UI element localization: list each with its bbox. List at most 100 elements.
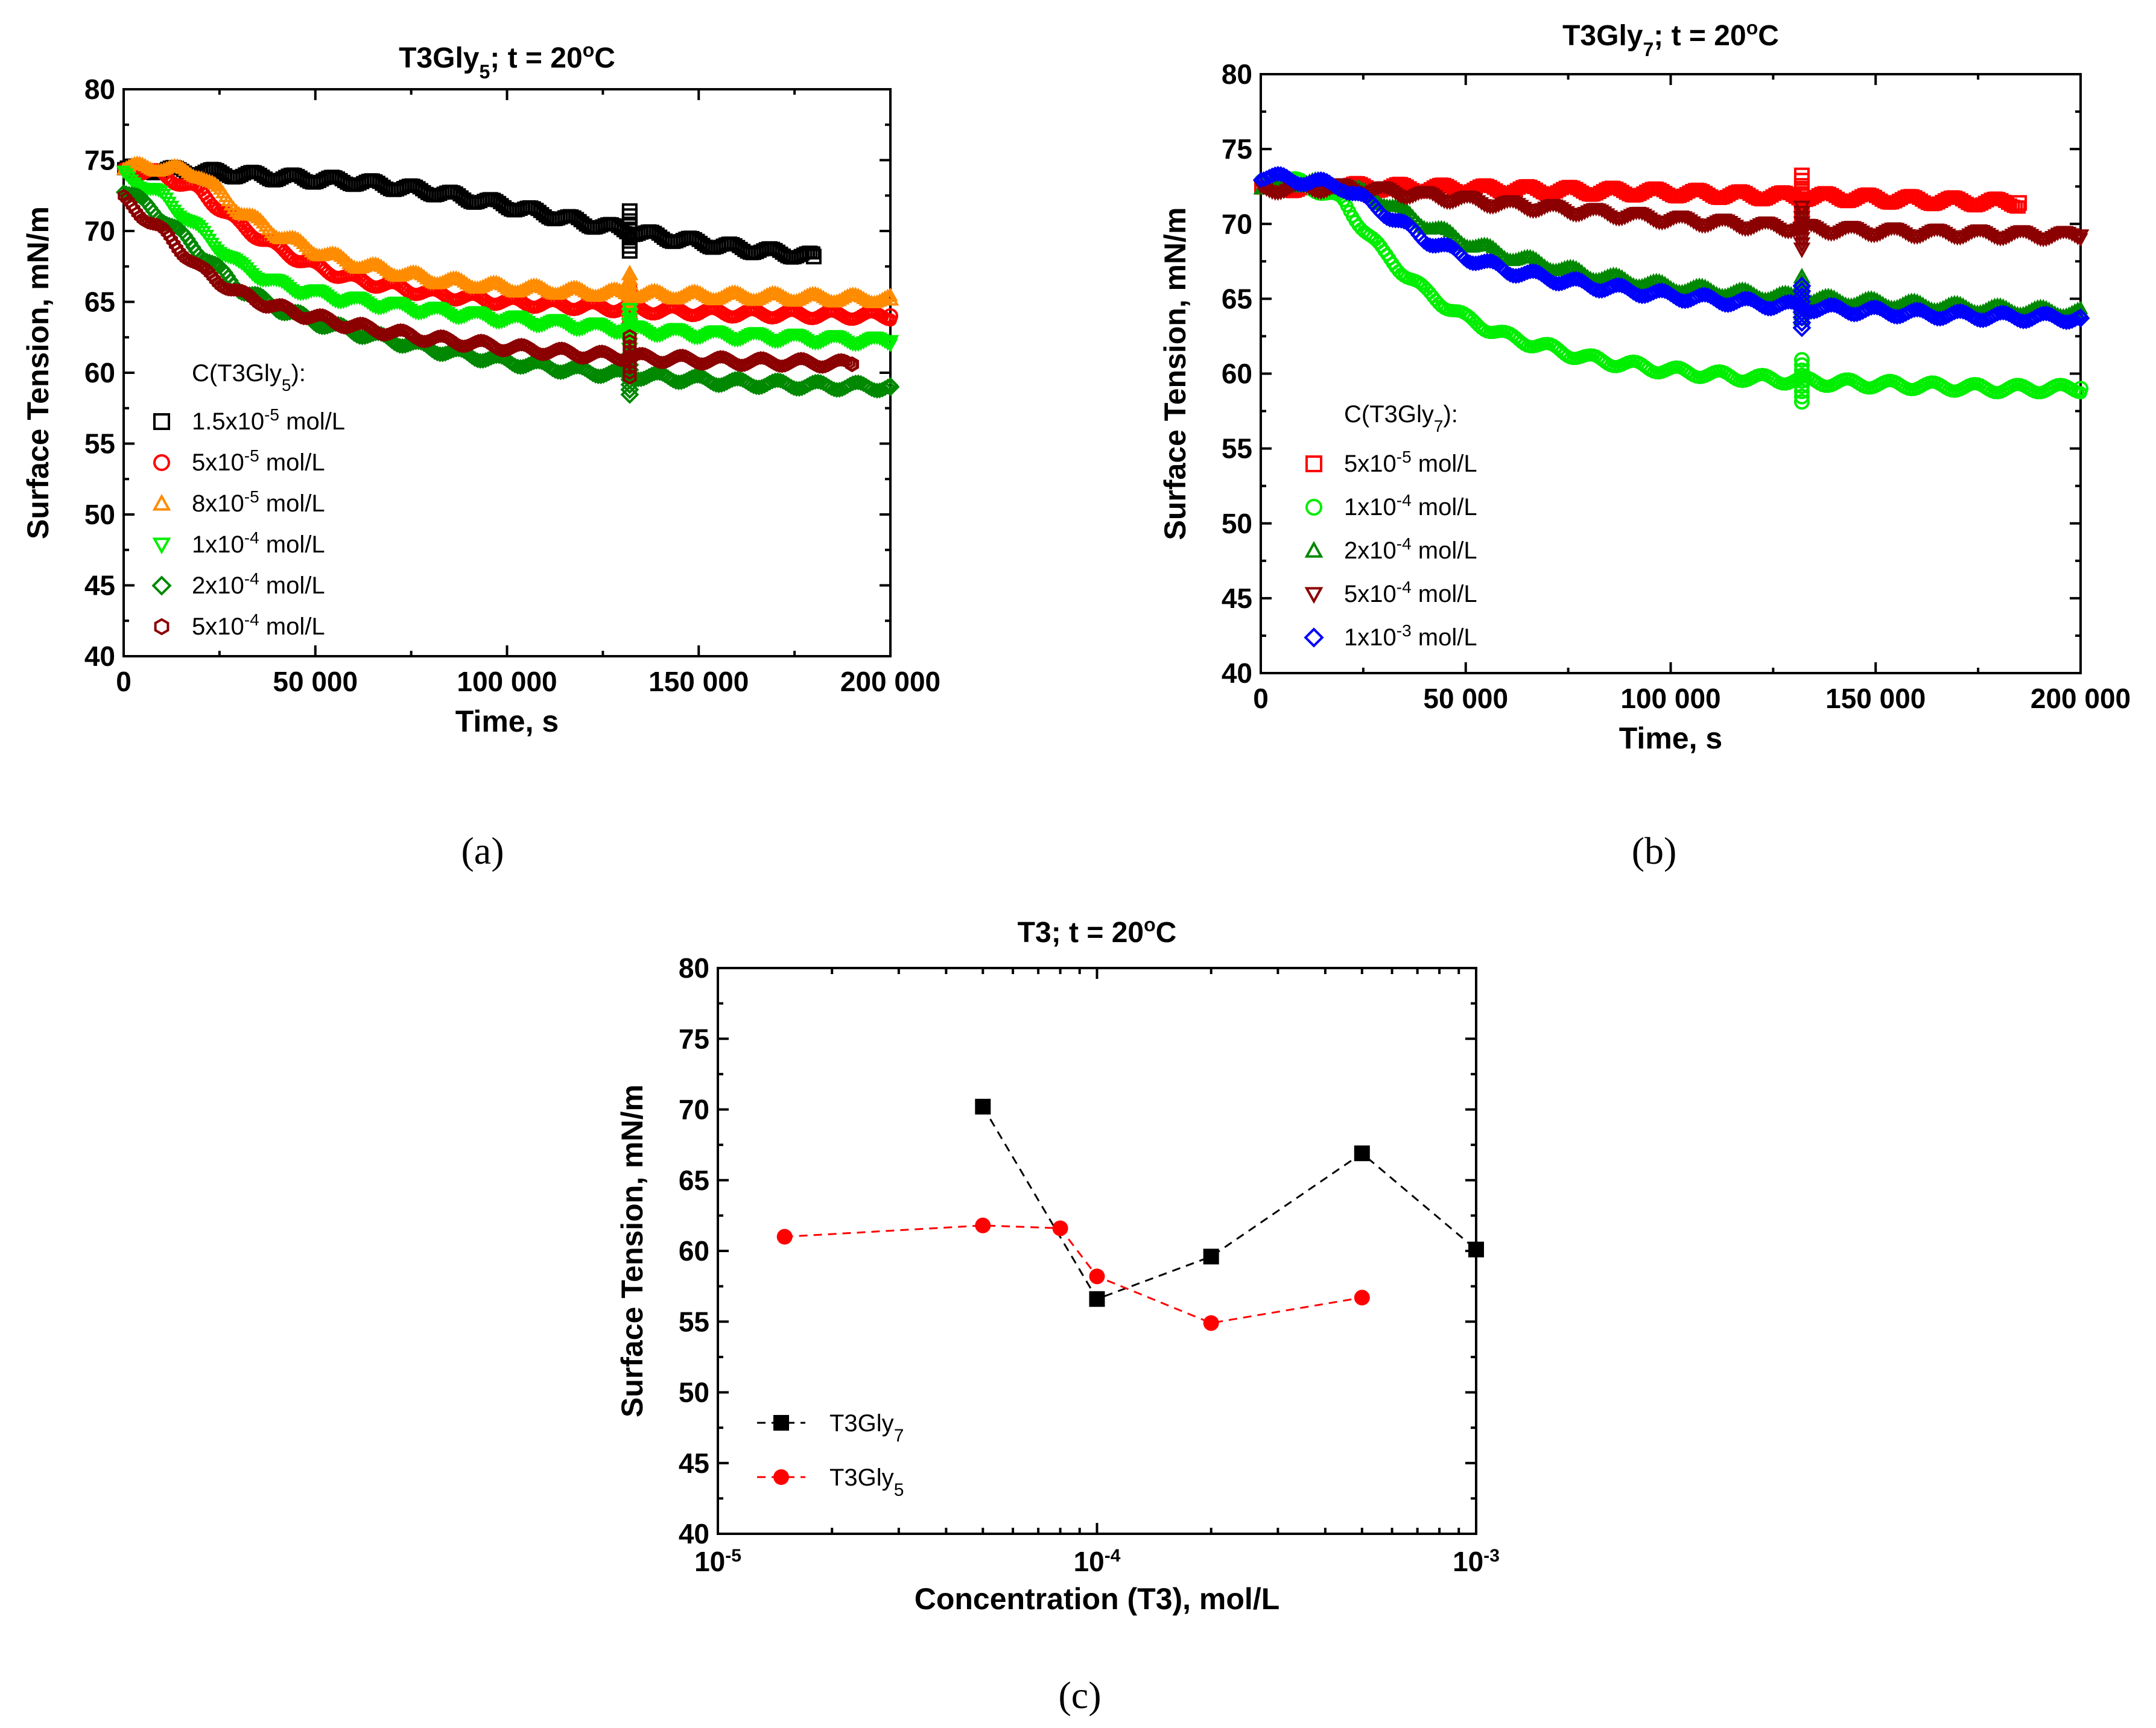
chart-title-subscript: 7 bbox=[1643, 39, 1653, 60]
data-point bbox=[384, 326, 396, 341]
data-point bbox=[464, 337, 477, 352]
data-point bbox=[349, 318, 361, 332]
data-point bbox=[512, 359, 528, 375]
data-point bbox=[1961, 228, 1977, 242]
data-point bbox=[577, 351, 589, 366]
data-point bbox=[2070, 232, 2085, 245]
data-point bbox=[609, 362, 625, 378]
data-point bbox=[732, 286, 748, 300]
data-point bbox=[703, 355, 716, 369]
x-tick-exponent: -4 bbox=[1105, 1546, 1121, 1566]
data-point bbox=[135, 156, 150, 170]
data-point bbox=[1793, 352, 1810, 368]
data-point bbox=[467, 336, 480, 350]
data-point bbox=[856, 290, 871, 305]
data-point bbox=[496, 279, 512, 293]
data-point bbox=[853, 337, 869, 351]
data-point bbox=[735, 287, 750, 302]
data-point bbox=[1580, 205, 1596, 219]
data-point bbox=[744, 356, 756, 370]
y-tick-label: 65 bbox=[1222, 283, 1252, 314]
data-point bbox=[266, 227, 282, 241]
series-4 bbox=[116, 165, 899, 359]
data-point bbox=[1279, 184, 1295, 198]
data-point bbox=[1964, 226, 1979, 241]
data-point bbox=[454, 272, 469, 286]
data-point bbox=[539, 283, 555, 297]
data-point bbox=[1354, 1145, 1370, 1162]
data-point bbox=[300, 311, 312, 326]
series-1 bbox=[975, 1098, 1484, 1307]
data-point bbox=[816, 335, 831, 349]
data-point bbox=[419, 271, 434, 285]
series-1 bbox=[117, 158, 822, 265]
data-point bbox=[341, 255, 357, 270]
data-point bbox=[496, 315, 512, 329]
data-point bbox=[265, 299, 277, 314]
data-point bbox=[574, 282, 590, 296]
y-tick-label: 55 bbox=[84, 428, 115, 460]
data-point bbox=[588, 347, 600, 361]
legend-marker bbox=[1304, 627, 1324, 648]
data-point bbox=[303, 244, 319, 258]
data-point bbox=[1829, 227, 1845, 241]
data-point bbox=[746, 354, 759, 368]
data-point bbox=[1918, 227, 1933, 242]
legend-title-end: ): bbox=[291, 360, 305, 387]
y-tick-label: 60 bbox=[679, 1235, 709, 1267]
legend-marker bbox=[153, 454, 170, 471]
legend-marker bbox=[773, 1469, 789, 1485]
data-point bbox=[1089, 1291, 1105, 1307]
series-5 bbox=[1252, 166, 2090, 338]
data-point bbox=[1491, 199, 1506, 213]
data-point bbox=[378, 328, 390, 342]
data-point bbox=[338, 321, 350, 335]
data-point bbox=[426, 332, 439, 346]
data-point bbox=[1793, 357, 1810, 373]
chart-title-end: C bbox=[1758, 20, 1779, 52]
data-point bbox=[1276, 185, 1292, 200]
data-point bbox=[1577, 206, 1593, 221]
data-point bbox=[1793, 373, 1810, 389]
data-point bbox=[2041, 232, 2057, 246]
legend-label: 2x10-4 mol/L bbox=[1344, 534, 1477, 565]
data-point bbox=[580, 350, 592, 365]
data-point bbox=[456, 274, 472, 288]
legend-label: 1.5x10-5 mol/L bbox=[192, 405, 345, 435]
data-point bbox=[186, 217, 201, 230]
data-point bbox=[510, 339, 522, 353]
data-point bbox=[379, 262, 394, 276]
panel-label-c: (c) bbox=[1058, 1674, 1101, 1717]
data-point bbox=[1737, 290, 1754, 307]
legend-coefficient: 2x10 bbox=[192, 572, 244, 599]
y-tick-label: 40 bbox=[1222, 657, 1252, 689]
legend-coefficient: 5x10 bbox=[192, 449, 244, 476]
chart-title-main: T3Gly bbox=[399, 42, 480, 74]
data-point bbox=[537, 318, 553, 332]
data-point bbox=[459, 276, 475, 290]
data-point bbox=[389, 324, 401, 338]
data-point bbox=[1526, 250, 1541, 264]
data-point bbox=[1875, 226, 1891, 241]
data-point bbox=[247, 208, 263, 222]
data-point bbox=[620, 385, 639, 404]
data-point bbox=[1456, 237, 1472, 251]
data-point bbox=[1203, 1315, 1219, 1331]
data-point bbox=[494, 277, 510, 291]
y-tick-label: 50 bbox=[679, 1377, 709, 1408]
y-tick-label: 80 bbox=[84, 74, 115, 105]
y-tick-label: 65 bbox=[84, 286, 115, 318]
y-tick-label: 50 bbox=[1222, 508, 1252, 539]
data-point bbox=[572, 280, 587, 294]
data-point bbox=[138, 157, 153, 172]
legend-coefficient: 5x10 bbox=[192, 613, 244, 640]
data-point bbox=[430, 331, 442, 344]
data-point bbox=[621, 242, 638, 259]
legend-label: 2x10-4 mol/L bbox=[192, 569, 325, 600]
data-point bbox=[413, 267, 429, 280]
data-point bbox=[331, 247, 346, 261]
data-point bbox=[2035, 305, 2052, 322]
data-point bbox=[499, 343, 512, 358]
